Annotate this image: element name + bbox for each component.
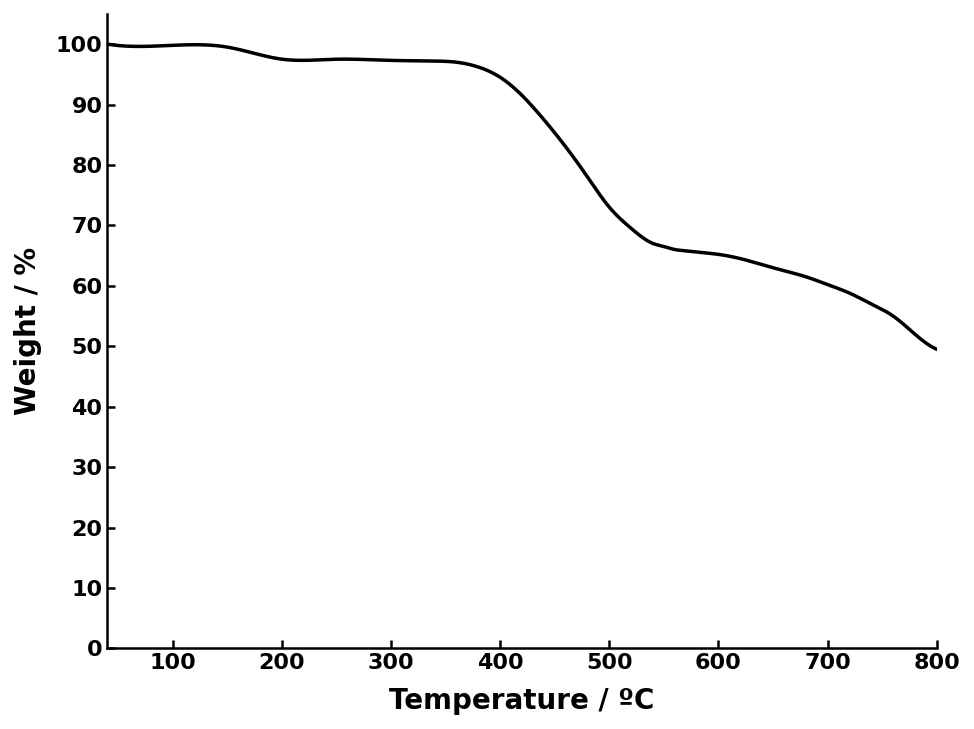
X-axis label: Temperature / ºC: Temperature / ºC (390, 687, 655, 715)
Y-axis label: Weight / %: Weight / % (14, 247, 42, 416)
